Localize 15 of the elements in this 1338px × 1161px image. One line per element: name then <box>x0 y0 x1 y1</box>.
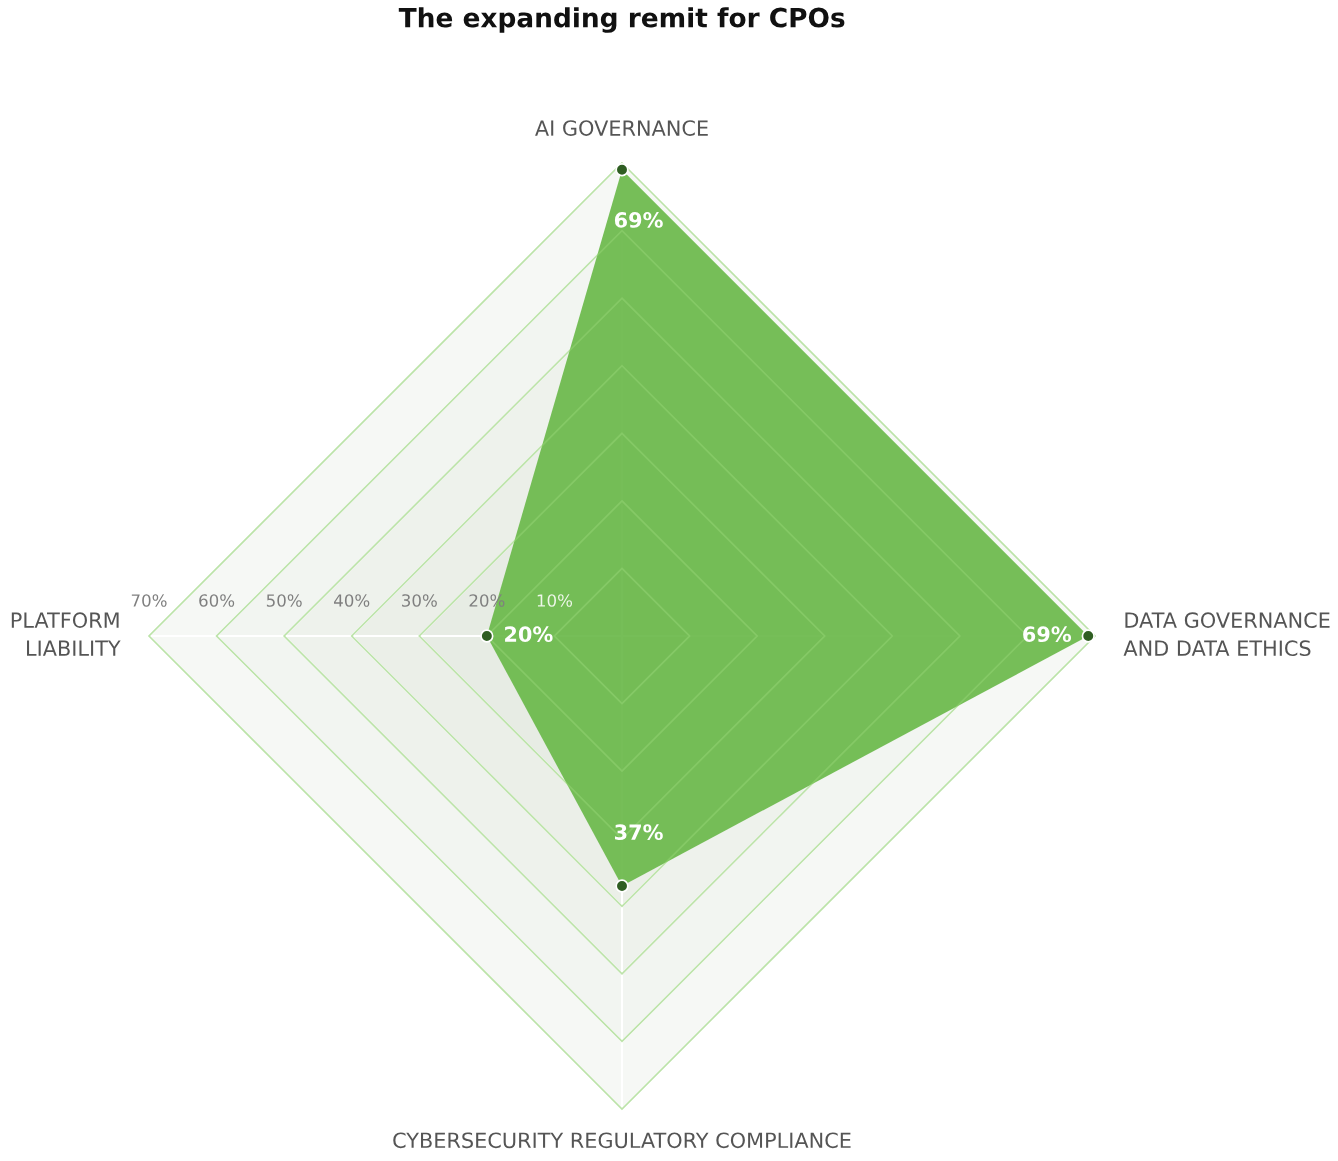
y-tick-label: 10% <box>537 594 573 607</box>
y-tick-label: 50% <box>266 594 302 607</box>
y-tick-label: 30% <box>402 594 437 607</box>
data-label: 37% <box>615 824 663 841</box>
spoke-label: AI GOVERNANCE <box>535 120 708 136</box>
y-tick-label: 70% <box>131 594 167 607</box>
y-tick-label: 40% <box>334 594 370 607</box>
spoke-label: PLATFORM LIABILITY <box>11 612 121 656</box>
spoke-label: CYBERSECURITY REGULATORY COMPLIANCE <box>393 1132 851 1149</box>
data-label: 69% <box>614 212 663 228</box>
chart-title: The expanding remit for CPOs <box>398 7 845 33</box>
spoke-label: DATA GOVERNANCE AND DATA ETHICS <box>1123 612 1330 657</box>
data-label: 20% <box>505 626 553 643</box>
data-label: 69% <box>1023 626 1072 643</box>
y-tick-label: 60% <box>199 594 235 607</box>
